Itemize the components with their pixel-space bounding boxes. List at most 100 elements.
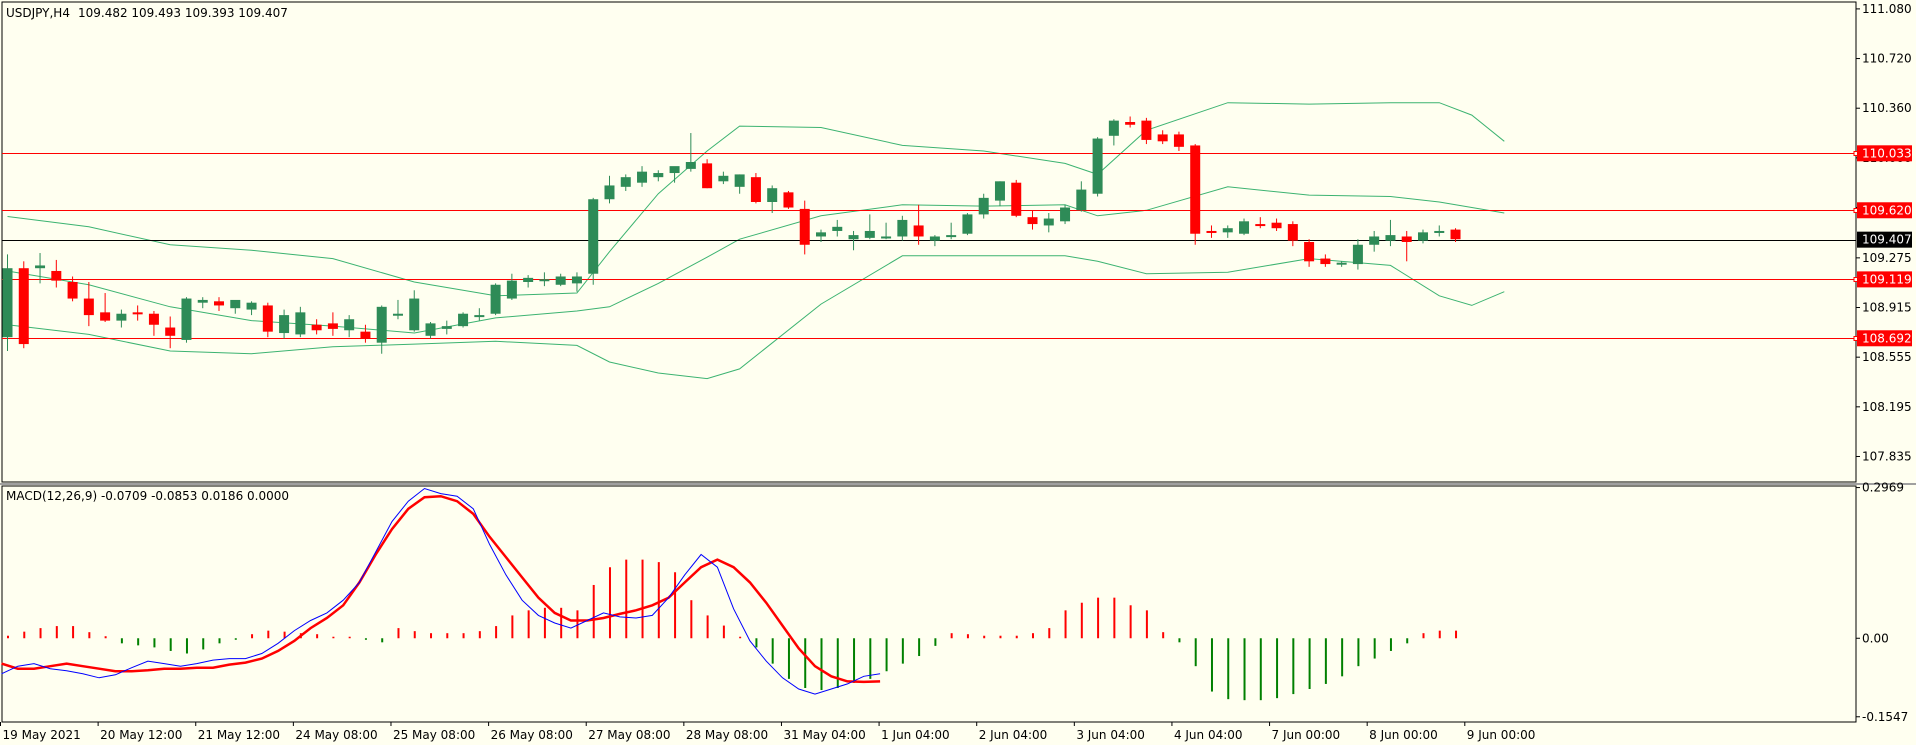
price-tick-label: 108.555: [1862, 350, 1912, 364]
candle: [35, 253, 46, 284]
macd-tick-label: 0.2969: [1862, 481, 1904, 495]
candle: [1043, 213, 1054, 233]
candle: [246, 301, 257, 316]
level-0-tag: [1857, 145, 1912, 162]
price-tick-label: 110.720: [1862, 52, 1912, 66]
level-1-tag: [1857, 202, 1912, 219]
candle: [783, 190, 794, 209]
candle: [295, 306, 306, 338]
candle: [913, 204, 924, 245]
time-tick-label: 31 May 04:00: [783, 728, 865, 742]
candle: [18, 261, 29, 349]
candle: [881, 222, 892, 240]
time-tick-label: 28 May 08:00: [686, 728, 768, 742]
candle: [1450, 228, 1461, 242]
level-3-tag: [1857, 330, 1912, 347]
candle: [100, 293, 111, 322]
time-tick-label: 4 Jun 04:00: [1174, 728, 1243, 742]
time-axis: 19 May 2021 20 May 12:00 21 May 12:00 24 Ma…: [0, 722, 1536, 742]
bollinger-upper: [7, 102, 1505, 297]
candle: [376, 305, 387, 354]
candle: [1108, 119, 1119, 146]
candle: [994, 181, 1005, 207]
candle: [1320, 254, 1331, 267]
macd-panel[interactable]: [1, 485, 1857, 723]
candle: [1141, 117, 1152, 145]
current-price-label: 109.407: [1862, 233, 1912, 247]
candle: [1027, 210, 1038, 230]
candle: [816, 229, 826, 242]
candle: [311, 319, 322, 335]
time-tick-label: 19 May 2021: [3, 728, 81, 742]
candle: [523, 275, 534, 288]
candle: [897, 215, 908, 241]
time-tick-label: 9 Jun 00:00: [1467, 728, 1536, 742]
candle: [604, 175, 615, 204]
candle: [441, 320, 452, 335]
horizontal-lines[interactable]: [2, 151, 1859, 341]
price-tick-label: 109.275: [1862, 251, 1912, 265]
candle: [1190, 144, 1201, 245]
candle: [653, 170, 664, 182]
candle: [279, 309, 290, 339]
candle: [685, 133, 696, 172]
time-tick-label: 1 Jun 04:00: [881, 728, 950, 742]
candle: [1157, 130, 1168, 145]
candle: [148, 310, 159, 336]
candle: [425, 322, 436, 339]
price-axis: 111.080110.720110.360110.000109.640109.2…: [1856, 2, 1912, 463]
candle: [929, 235, 940, 247]
candle: [718, 171, 729, 185]
candle: [1385, 219, 1396, 247]
candle: [1222, 225, 1233, 238]
price-panel[interactable]: [1, 1, 1857, 483]
price-tick-label: 107.835: [1862, 449, 1912, 463]
candle: [474, 308, 485, 321]
candle: [750, 173, 761, 204]
candle: [1255, 217, 1266, 229]
price-tick-label: 108.195: [1862, 400, 1912, 414]
time-tick-label: 25 May 08:00: [393, 728, 475, 742]
candle: [962, 213, 973, 236]
candle: [197, 297, 208, 309]
candle: [832, 219, 843, 237]
current-price-tag: [1857, 231, 1912, 248]
candle: [360, 324, 371, 343]
candle: [230, 299, 241, 314]
candle: [669, 166, 680, 183]
candle: [799, 200, 810, 255]
price-tick-label: 108.915: [1862, 301, 1912, 315]
candle: [1239, 218, 1250, 236]
candle: [2, 254, 13, 351]
time-tick-label: 7 Jun 00:00: [1272, 728, 1341, 742]
candles: [2, 116, 1461, 354]
candle: [67, 276, 78, 302]
panel-separator[interactable]: [0, 483, 1916, 485]
time-tick-label: 3 Jun 04:00: [1076, 728, 1145, 742]
candle: [327, 312, 338, 336]
candle: [51, 259, 62, 288]
candle: [1076, 181, 1087, 212]
time-tick-label: 21 May 12:00: [198, 728, 280, 742]
candle: [571, 272, 582, 292]
candle: [181, 297, 192, 343]
candle: [946, 222, 957, 240]
candle: [1352, 239, 1363, 270]
macd-signal-line: [1, 494, 881, 684]
candle: [978, 193, 989, 219]
candle: [1092, 137, 1103, 197]
candle: [555, 273, 566, 287]
candle: [165, 316, 176, 349]
time-tick-label: 26 May 08:00: [491, 728, 573, 742]
candle: [1304, 239, 1315, 267]
candle: [848, 230, 859, 251]
macd-indicator: 0.2969 0.00 -0.1547: [1, 481, 1908, 724]
candle: [1271, 218, 1282, 231]
candle: [1417, 229, 1428, 244]
candle: [620, 174, 631, 191]
level-2-tag: [1857, 271, 1912, 288]
macd-tick-label: 0.00: [1862, 631, 1889, 645]
time-tick-label: 20 May 12:00: [100, 728, 182, 742]
candle: [1434, 225, 1445, 237]
